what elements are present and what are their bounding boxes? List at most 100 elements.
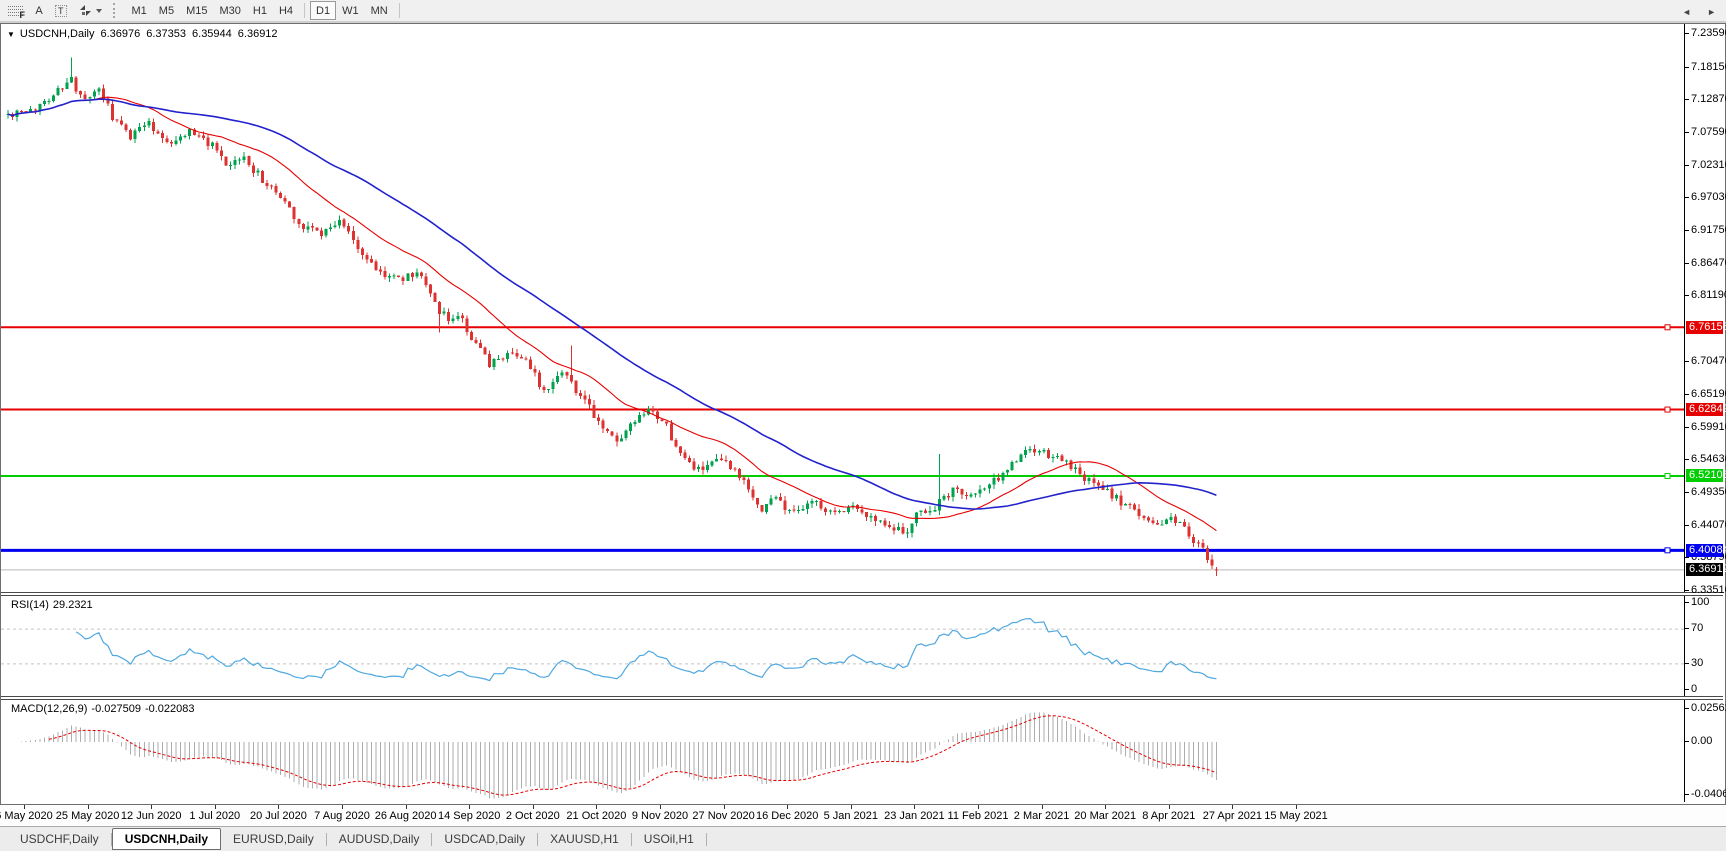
axis-tick-mark xyxy=(1685,229,1689,231)
timeframe-group: M1 M5 M15 M30 H1 H4 D1 W1 MN xyxy=(126,1,405,20)
time-axis-tick xyxy=(1232,805,1234,809)
time-axis-label: 8 Apr 2021 xyxy=(1142,810,1196,822)
hline-price-badge: 6.40084 xyxy=(1686,543,1726,557)
chart-tab-xauusd[interactable]: XAUUSD,H1 xyxy=(550,832,619,846)
time-axis-tick xyxy=(1296,805,1297,809)
time-axis-label: 16 Dec 2020 xyxy=(755,810,819,822)
rsi-label: RSI(14) 29.2321 xyxy=(7,599,93,611)
time-axis-label: 6 May 2020 xyxy=(0,810,53,822)
chart-tab-usdchf[interactable]: USDCHF,Daily xyxy=(20,832,99,846)
tab-scroll-left-icon[interactable]: ◄ xyxy=(1682,7,1692,17)
axis-tick-mark xyxy=(1685,524,1689,526)
time-axis-tick xyxy=(405,805,407,809)
chart-tab-bar: USDCHF,Daily USDCNH,Daily EURUSD,Daily AUDU… xyxy=(0,826,1726,851)
line-handle xyxy=(1664,547,1671,554)
hline-price-badge: 6.76156 xyxy=(1686,320,1726,334)
time-axis-label: 21 Oct 2020 xyxy=(566,810,627,822)
macd-histogram xyxy=(16,712,1217,799)
chart-tab-usoil[interactable]: USOil,H1 xyxy=(643,832,694,846)
axis-tick-mark xyxy=(1685,66,1689,68)
axis-tick-mark xyxy=(1685,459,1689,461)
chart-tab-audusd[interactable]: AUDUSD,Daily xyxy=(338,832,420,846)
text-a-icon: A xyxy=(35,4,43,17)
chart-tab-usdcnh[interactable]: USDCNH,Daily xyxy=(111,828,222,850)
main-chart-panel[interactable] xyxy=(1,24,1685,592)
axis-tick-mark xyxy=(1685,492,1689,494)
timeframe-button-h4[interactable]: H4 xyxy=(273,1,299,20)
tab-separator xyxy=(705,832,707,846)
axis-tick-mark xyxy=(1685,164,1689,166)
rsi-name: RSI(14) xyxy=(11,599,49,611)
tab-separator xyxy=(431,832,433,846)
time-axis-label: 20 Jul 2020 xyxy=(249,810,307,822)
time-axis-tick xyxy=(24,805,25,809)
time-axis-label: 5 Jan 2021 xyxy=(823,810,879,822)
time-axis-label: 27 Apr 2021 xyxy=(1202,810,1263,822)
axis-tick-mark xyxy=(1685,707,1689,709)
time-axis-label: 7 Aug 2020 xyxy=(314,810,370,822)
price-axis-label: 6.65190 xyxy=(1691,388,1726,401)
price-axis-label: 7.07590 xyxy=(1691,125,1726,138)
axis-tick-mark xyxy=(1685,131,1689,133)
rsi-value: 29.2321 xyxy=(52,599,93,611)
axis-tick-mark xyxy=(1685,602,1689,603)
timeframe-button-mn[interactable]: MN xyxy=(365,1,394,20)
text-tool-button[interactable]: A xyxy=(29,1,49,20)
rsi-panel[interactable] xyxy=(1,596,1685,696)
axis-tick-mark xyxy=(1685,394,1689,396)
time-axis-tick xyxy=(1105,805,1107,809)
hline-price-badge: 6.52108 xyxy=(1686,469,1726,483)
chart-window: ▼ USDCNH,Daily 6.36976 6.37353 6.35944 6.3691… xyxy=(0,23,1726,805)
time-axis-tick xyxy=(787,805,789,809)
macd-signal-value: -0.022083 xyxy=(144,703,195,715)
timeframe-button-m15[interactable]: M15 xyxy=(180,1,213,20)
line-handle xyxy=(1664,324,1671,331)
timeframe-button-m5[interactable]: M5 xyxy=(153,1,180,20)
time-axis[interactable]: 6 May 2020 25 May 2020 12 Jun 2020 1 Jul 20… xyxy=(0,805,1726,826)
timeframe-button-w1[interactable]: W1 xyxy=(336,1,365,20)
rsi-axis-label: 70 xyxy=(1691,622,1704,635)
rsi-line xyxy=(75,617,1217,682)
chart-tab-eurusd[interactable]: EURUSD,Daily xyxy=(233,832,314,846)
moving-average-blue xyxy=(7,98,1217,510)
toolbar-separator xyxy=(304,3,305,18)
time-axis-label: 12 Jun 2020 xyxy=(120,810,182,822)
ohlc-low: 6.35944 xyxy=(192,28,232,40)
toolbar-grip[interactable] xyxy=(112,3,119,18)
chart-title: ▼ USDCNH,Daily 6.36976 6.37353 6.35944 6.3691… xyxy=(7,28,278,40)
time-axis-tick xyxy=(214,805,216,809)
time-axis-label: 2 Oct 2020 xyxy=(505,810,560,822)
arrows-tool-button[interactable] xyxy=(73,1,108,20)
time-axis-tick xyxy=(723,805,725,809)
panel-splitter-rsi[interactable] xyxy=(1,592,1723,596)
timeframe-button-m30[interactable]: M30 xyxy=(213,1,246,20)
price-axis-label: 6.81190 xyxy=(1691,289,1726,302)
macd-axis-label: 0.00 xyxy=(1691,735,1713,747)
time-axis-label: 14 Sep 2020 xyxy=(437,810,501,822)
time-axis-label: 1 Jul 2020 xyxy=(189,810,241,822)
arrows-icon xyxy=(79,4,91,16)
tab-separator xyxy=(537,832,539,846)
axis-tick-mark xyxy=(1685,361,1689,363)
collapse-triangle-icon[interactable]: ▼ xyxy=(7,30,15,39)
time-axis-tick xyxy=(278,805,280,809)
ohlc-close: 6.36912 xyxy=(237,28,278,40)
dropdown-caret-icon xyxy=(95,8,102,13)
fibonacci-tool-button[interactable]: F xyxy=(2,1,29,20)
chart-tab-usdcad[interactable]: USDCAD,Daily xyxy=(444,832,526,846)
time-axis-tick xyxy=(87,805,89,809)
time-axis-tick xyxy=(660,805,661,809)
macd-panel[interactable] xyxy=(1,700,1685,802)
price-axis-label: 7.12870 xyxy=(1691,93,1726,106)
timeframe-button-h1[interactable]: H1 xyxy=(247,1,273,20)
timeframe-button-m1[interactable]: M1 xyxy=(126,1,153,20)
price-axis[interactable]: 7.23590 7.18150 7.12870 7.07590 7.02310 6.970… xyxy=(1685,24,1726,802)
candlestick-series xyxy=(6,57,1218,576)
text-label-tool-button[interactable]: T xyxy=(49,1,73,20)
price-axis-label: 6.97030 xyxy=(1691,191,1726,204)
time-axis-tick xyxy=(469,805,471,809)
timeframe-button-d1[interactable]: D1 xyxy=(310,1,337,20)
panel-splitter-macd[interactable] xyxy=(1,696,1723,700)
time-axis-label: 23 Jan 2021 xyxy=(884,810,945,822)
tab-scroll-right-icon[interactable]: ► xyxy=(1707,7,1716,17)
